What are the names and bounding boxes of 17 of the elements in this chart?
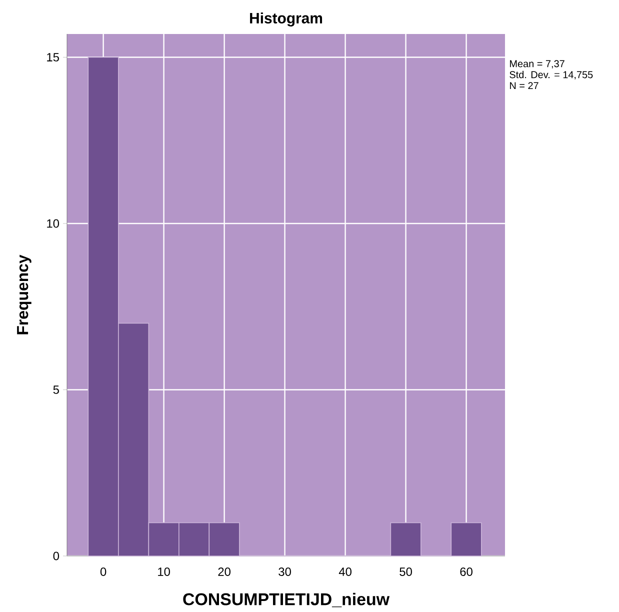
text: N = 27 bbox=[510, 82, 538, 90]
text: Std. Dev. = 14,755 bbox=[510, 70, 593, 80]
y-axis-title: Frequency bbox=[17, 254, 32, 334]
chart-title: Histogram bbox=[250, 12, 322, 26]
x-tick-label: 0 bbox=[100, 568, 106, 576]
y-tick-label: 10 bbox=[47, 219, 60, 228]
y-tick-label: 0 bbox=[53, 552, 60, 560]
text: Mean = 7,37 bbox=[510, 60, 564, 68]
x-tick-label: 30 bbox=[278, 568, 291, 576]
y-tick-label: 5 bbox=[53, 386, 59, 394]
x-tick-label: 10 bbox=[158, 568, 170, 576]
x-tick-label: 60 bbox=[460, 568, 472, 576]
y-tick-label: 15 bbox=[47, 53, 59, 62]
x-tick-label: 20 bbox=[218, 568, 230, 576]
x-axis-title: CONSUMPTIETIJD_nieuw bbox=[183, 592, 390, 608]
x-tick-label: 40 bbox=[338, 568, 352, 576]
x-tick-label: 50 bbox=[400, 568, 412, 576]
